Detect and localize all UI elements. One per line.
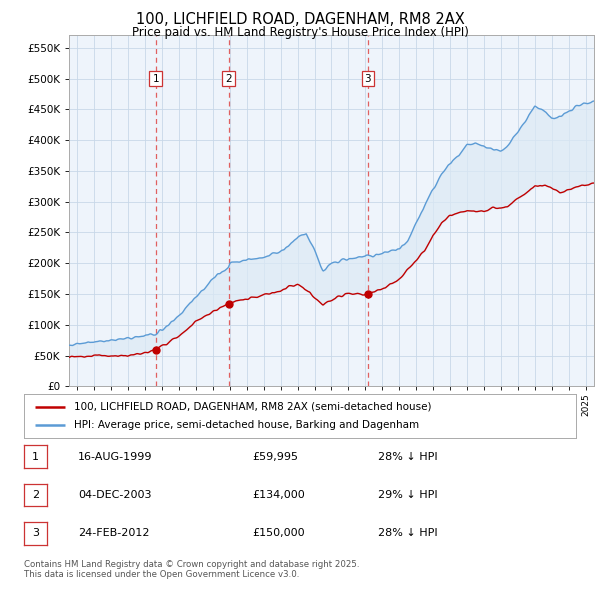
Text: 100, LICHFIELD ROAD, DAGENHAM, RM8 2AX: 100, LICHFIELD ROAD, DAGENHAM, RM8 2AX bbox=[136, 12, 464, 27]
Text: 24-FEB-2012: 24-FEB-2012 bbox=[78, 529, 149, 538]
Text: £134,000: £134,000 bbox=[252, 490, 305, 500]
Text: Price paid vs. HM Land Registry's House Price Index (HPI): Price paid vs. HM Land Registry's House … bbox=[131, 26, 469, 39]
Text: £150,000: £150,000 bbox=[252, 529, 305, 538]
Text: 28% ↓ HPI: 28% ↓ HPI bbox=[378, 452, 437, 461]
Text: 3: 3 bbox=[365, 74, 371, 84]
Text: 04-DEC-2003: 04-DEC-2003 bbox=[78, 490, 151, 500]
Text: 16-AUG-1999: 16-AUG-1999 bbox=[78, 452, 152, 461]
Text: 2: 2 bbox=[225, 74, 232, 84]
Text: HPI: Average price, semi-detached house, Barking and Dagenham: HPI: Average price, semi-detached house,… bbox=[74, 421, 419, 430]
Text: Contains HM Land Registry data © Crown copyright and database right 2025.
This d: Contains HM Land Registry data © Crown c… bbox=[24, 560, 359, 579]
Text: 3: 3 bbox=[32, 529, 39, 538]
Text: 100, LICHFIELD ROAD, DAGENHAM, RM8 2AX (semi-detached house): 100, LICHFIELD ROAD, DAGENHAM, RM8 2AX (… bbox=[74, 402, 431, 412]
Text: 28% ↓ HPI: 28% ↓ HPI bbox=[378, 529, 437, 538]
Text: £59,995: £59,995 bbox=[252, 452, 298, 461]
Text: 29% ↓ HPI: 29% ↓ HPI bbox=[378, 490, 437, 500]
Text: 1: 1 bbox=[32, 452, 39, 461]
Text: 2: 2 bbox=[32, 490, 39, 500]
Text: 1: 1 bbox=[152, 74, 159, 84]
